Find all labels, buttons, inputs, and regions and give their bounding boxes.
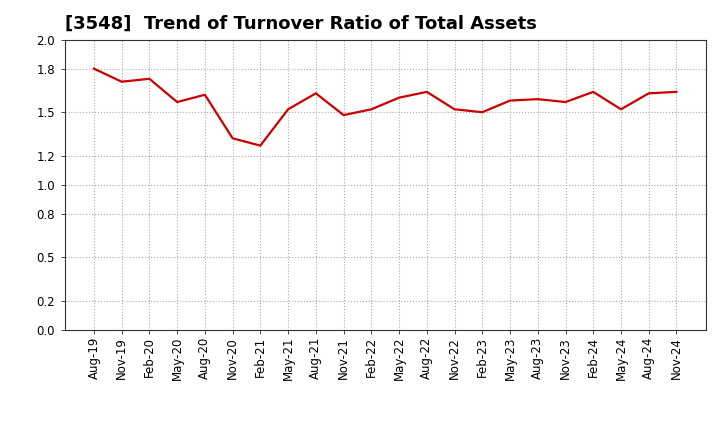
Text: [3548]  Trend of Turnover Ratio of Total Assets: [3548] Trend of Turnover Ratio of Total … bbox=[65, 15, 536, 33]
